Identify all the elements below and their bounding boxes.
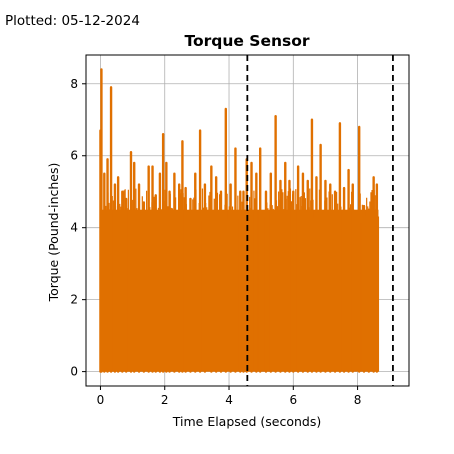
x-axis-label: Time Elapsed (seconds) [172,414,322,429]
x-tick-label: 0 [97,393,105,407]
y-axis-ticks: 0 2 4 6 8 [70,77,86,379]
y-tick-label: 8 [70,77,78,91]
series-torque [99,68,380,373]
y-tick-label: 2 [70,293,78,307]
x-tick-label: 6 [289,393,297,407]
x-axis-ticks: 0 2 4 6 8 [97,386,362,407]
y-tick-label: 0 [70,365,78,379]
x-tick-label: 2 [161,393,169,407]
plot-frame [85,54,410,387]
y-tick-label: 6 [70,149,78,163]
x-tick-label: 4 [225,393,233,407]
plotted-date-label: Plotted: 05-12-2024 [5,13,140,29]
chart-title: Torque Sensor [184,32,309,50]
y-axis-label: Torque (Pound-inches) [46,163,61,303]
x-tick-label: 8 [354,393,362,407]
marker-lines [246,55,394,386]
y-tick-label: 4 [70,221,78,235]
